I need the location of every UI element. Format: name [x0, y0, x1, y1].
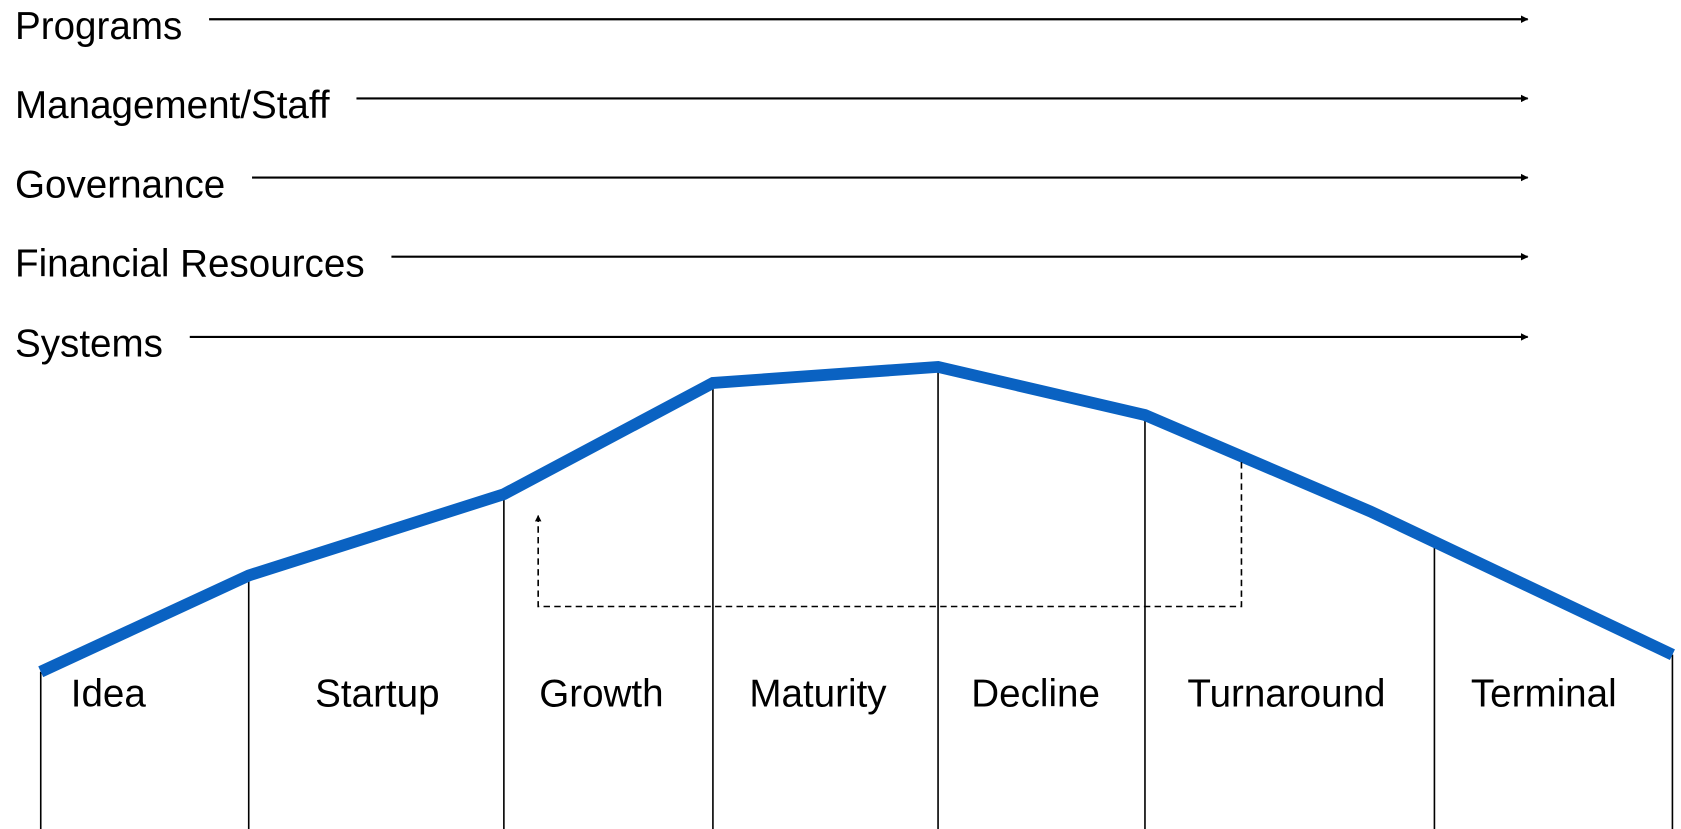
turnaround-return-arrow — [534, 462, 1243, 608]
stage-label: Idea — [71, 673, 147, 716]
factor-label: Systems — [15, 323, 163, 366]
dividers — [39, 366, 1674, 829]
lifecycle-curve — [38, 360, 1675, 678]
factor-label: Management/Staff — [15, 84, 330, 127]
factors: Programs Management/Staff Governance Financ… — [15, 5, 1529, 366]
factor-label: Programs — [15, 5, 182, 48]
stage-label: Growth — [539, 673, 663, 716]
stage-label: Decline — [971, 673, 1100, 716]
stages: Idea Startup Growth Maturity Decline Turnarou… — [71, 673, 1617, 716]
stage-label: Startup — [315, 673, 439, 716]
factor-label: Financial Resources — [15, 243, 365, 286]
stage-label: Maturity — [749, 673, 887, 716]
factor-label: Governance — [15, 163, 225, 206]
stage-label: Turnaround — [1187, 673, 1385, 716]
stage-label: Terminal — [1471, 673, 1617, 716]
